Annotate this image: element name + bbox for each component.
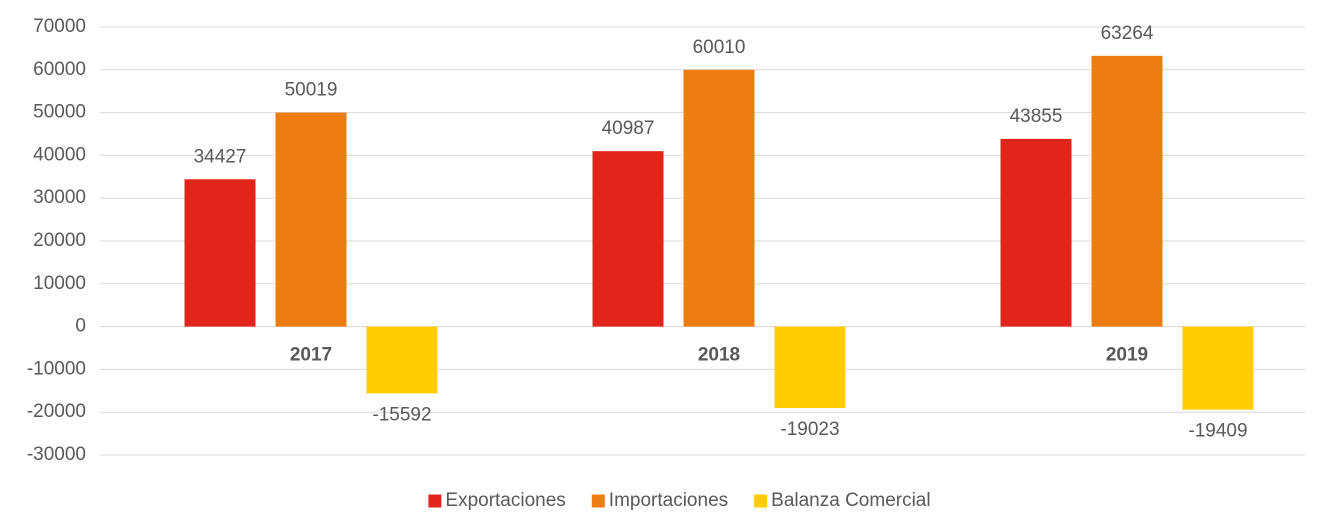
legend-swatch (428, 494, 442, 508)
y-tick-label: -20000 (27, 401, 86, 422)
data-label: 34427 (194, 146, 247, 167)
y-tick-label: 40000 (33, 144, 86, 165)
bar (275, 112, 347, 327)
legend-label: Exportaciones (445, 490, 565, 511)
bar (1182, 326, 1254, 410)
bar (592, 151, 664, 327)
data-label: 43855 (1010, 106, 1063, 127)
bar (184, 179, 256, 327)
x-tick-label: 2018 (698, 345, 740, 366)
bar (1000, 138, 1072, 327)
legend-label: Balanza Comercial (771, 490, 930, 511)
y-tick-label: 20000 (33, 230, 86, 251)
data-label: -19023 (780, 419, 839, 440)
data-label: 40987 (602, 118, 655, 139)
y-tick-label: 70000 (33, 16, 86, 37)
bar (774, 326, 846, 409)
bar (683, 69, 755, 327)
y-tick-label: -10000 (27, 358, 86, 379)
legend-swatch (591, 494, 605, 508)
bar (1091, 55, 1163, 327)
y-tick-label: 10000 (33, 273, 86, 294)
y-tick-label: 50000 (33, 102, 86, 123)
data-label: -19409 (1188, 421, 1247, 442)
bar (366, 326, 438, 394)
legend-swatch (754, 494, 768, 508)
x-tick-label: 2019 (1106, 345, 1148, 366)
data-label: 50019 (285, 80, 338, 101)
y-tick-label: -30000 (27, 444, 86, 465)
y-tick-label: 30000 (33, 187, 86, 208)
y-tick-label: 0 (75, 316, 86, 337)
data-label: 63264 (1101, 23, 1154, 44)
data-label: -15592 (372, 404, 431, 425)
x-tick-label: 2017 (290, 345, 332, 366)
data-label: 60010 (693, 37, 746, 58)
legend-label: Importaciones (609, 490, 728, 511)
y-tick-label: 60000 (33, 59, 86, 80)
